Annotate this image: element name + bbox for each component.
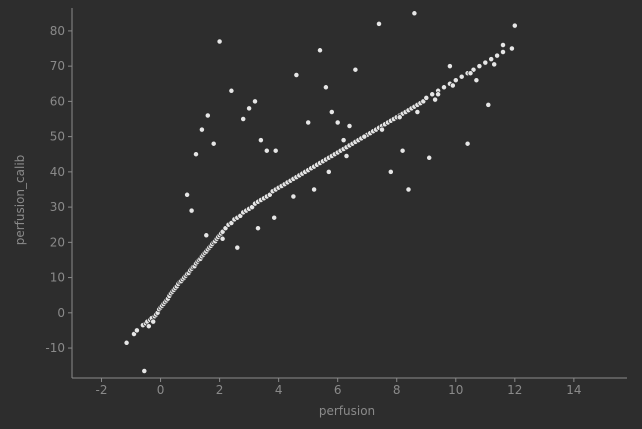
y-tick-label: -10 [45, 341, 65, 355]
scatter-point [476, 63, 483, 70]
scatter-point [458, 73, 465, 80]
scatter-point [240, 116, 247, 122]
scatter-point [150, 318, 157, 325]
scatter-point [228, 87, 235, 94]
scatter-point [511, 22, 518, 29]
y-axis-label: perfusion_calib [13, 155, 27, 246]
scatter-point [133, 327, 140, 334]
scatter-point [216, 38, 223, 45]
scatter-point [414, 109, 421, 115]
y-tick-label: 80 [50, 24, 65, 38]
scatter-point [494, 52, 501, 59]
scatter-point [334, 119, 341, 126]
x-tick-label: 8 [393, 383, 401, 397]
scatter-point [204, 112, 211, 119]
scatter-point [193, 151, 199, 158]
y-tick-label: 70 [50, 59, 65, 73]
scatter-point [145, 323, 152, 330]
scatter-point [405, 186, 412, 193]
x-tick-label: 4 [275, 383, 283, 397]
x-axis-label: perfusion [319, 404, 375, 418]
scatter-point [500, 42, 506, 48]
scatter-point [387, 168, 394, 175]
data-points [123, 10, 518, 374]
scatter-point [361, 133, 368, 140]
y-tick-label: 20 [50, 235, 65, 249]
scatter-point [464, 140, 471, 147]
scatter-point [473, 77, 480, 84]
x-tick-label: 12 [507, 383, 522, 397]
scatter-point [449, 82, 456, 89]
scatter-point [271, 214, 278, 221]
scatter-point [432, 96, 439, 103]
scatter-point [317, 47, 323, 54]
y-tick-label: 0 [57, 306, 65, 320]
scatter-point [482, 59, 489, 66]
x-tick-label: -2 [96, 383, 108, 397]
scatter-point [446, 63, 453, 70]
scatter-point [399, 147, 406, 154]
scatter-point [272, 147, 279, 154]
scatter-point [290, 193, 297, 200]
y-tick-label: 30 [50, 200, 65, 214]
scatter-point [508, 45, 515, 52]
x-tick-label: 10 [448, 383, 463, 397]
scatter-point [325, 168, 332, 175]
y-tick-label: 50 [50, 130, 65, 144]
y-tick-label: 10 [50, 271, 65, 285]
scatter-point [263, 147, 270, 154]
scatter-point [452, 77, 459, 84]
scatter-point [203, 232, 210, 239]
scatter-point [123, 339, 130, 346]
x-tick-label: 0 [157, 383, 165, 397]
scatter-point [435, 91, 442, 98]
scatter-point [219, 235, 226, 242]
scatter-point [352, 66, 359, 73]
scatter-point [346, 123, 353, 129]
scatter-point [198, 126, 205, 133]
y-tick-label: 60 [50, 94, 65, 108]
scatter-point [441, 84, 447, 91]
scatter-point [252, 98, 258, 105]
scatter-point [426, 154, 433, 161]
scatter-point [379, 126, 385, 133]
scatter-point [411, 10, 418, 17]
scatter-point [255, 225, 261, 232]
scatter-point [188, 207, 195, 214]
scatter-point [485, 101, 492, 108]
scatter-point [184, 191, 191, 198]
scatter-point [343, 153, 350, 159]
scatter-point [305, 119, 312, 126]
scatter-point [328, 109, 335, 115]
scatter-point [246, 105, 253, 112]
scatter-point [322, 84, 329, 91]
scatter-point [293, 72, 300, 78]
y-axis-ticks: -10 0 10 20 30 40 50 60 70 80 [45, 24, 72, 355]
scatter-point [141, 368, 148, 374]
x-tick-label: 14 [566, 383, 581, 397]
x-tick-label: 2 [216, 383, 224, 397]
scatter-point [376, 20, 382, 27]
scatter-point [311, 186, 318, 193]
scatter-point [467, 70, 474, 77]
scatter-point [491, 61, 498, 68]
scatter-point [257, 137, 264, 144]
scatter-point [488, 56, 495, 63]
scatter-point [340, 137, 347, 144]
scatter-point [500, 49, 506, 55]
scatter-point [396, 114, 403, 121]
x-axis-ticks: -2 0 2 4 6 8 10 12 14 [96, 378, 582, 397]
scatter-point [429, 91, 436, 98]
scatter-point [423, 94, 430, 101]
y-tick-label: 40 [50, 165, 65, 179]
x-tick-label: 6 [334, 383, 342, 397]
scatter-point [234, 244, 241, 251]
scatter-point [210, 140, 217, 147]
